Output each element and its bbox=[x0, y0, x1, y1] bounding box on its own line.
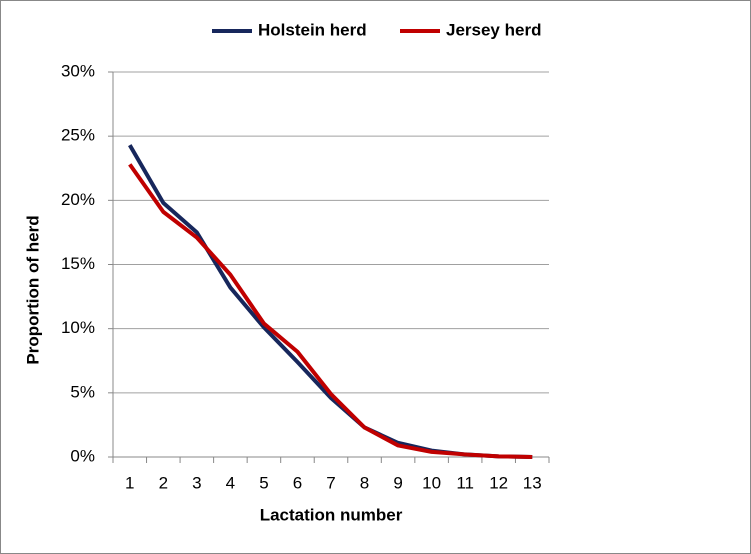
x-tick-label: 2 bbox=[159, 473, 168, 492]
legend-label: Holstein herd bbox=[258, 20, 367, 39]
y-tick-label: 0% bbox=[70, 446, 95, 465]
y-tick-label: 20% bbox=[61, 190, 95, 209]
x-tick-label: 1 bbox=[125, 473, 134, 492]
y-tick-label: 30% bbox=[61, 61, 95, 80]
y-tick-label: 25% bbox=[61, 126, 95, 145]
x-tick-label: 8 bbox=[360, 473, 369, 492]
line-series bbox=[128, 163, 533, 459]
x-axis-title: Lactation number bbox=[260, 505, 403, 524]
x-tick-label: 11 bbox=[456, 473, 474, 492]
x-tick-label: 13 bbox=[523, 473, 542, 492]
x-tick-label: 7 bbox=[326, 473, 335, 492]
y-axis-title: Proportion of herd bbox=[23, 215, 42, 364]
x-tick-label: 6 bbox=[293, 473, 302, 492]
x-tick-label: 9 bbox=[393, 473, 402, 492]
x-tick-label: 5 bbox=[259, 473, 268, 492]
y-tick-label: 10% bbox=[61, 318, 95, 337]
y-tick-label: 15% bbox=[61, 254, 95, 273]
x-tick-label: 10 bbox=[422, 473, 441, 492]
x-tick-label: 3 bbox=[192, 473, 201, 492]
legend-label: Jersey herd bbox=[446, 20, 541, 39]
x-tick-label: 4 bbox=[226, 473, 235, 492]
x-tick-label: 12 bbox=[489, 473, 508, 492]
y-tick-label: 5% bbox=[70, 382, 95, 401]
